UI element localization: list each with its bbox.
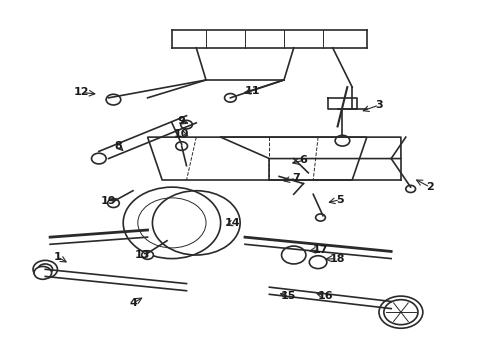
Text: 4: 4 [129, 298, 137, 308]
Circle shape [108, 199, 119, 207]
Circle shape [335, 135, 350, 146]
Text: 16: 16 [318, 291, 333, 301]
Text: 2: 2 [426, 182, 434, 192]
Circle shape [106, 94, 121, 105]
Circle shape [142, 251, 153, 259]
Text: 13: 13 [135, 250, 150, 260]
Text: 1: 1 [53, 252, 61, 262]
Circle shape [309, 256, 327, 269]
Text: 8: 8 [115, 141, 122, 151]
Circle shape [379, 296, 423, 328]
Text: 5: 5 [336, 195, 344, 204]
Circle shape [34, 266, 51, 279]
Text: 3: 3 [375, 100, 383, 110]
Circle shape [224, 94, 236, 102]
Text: 12: 12 [74, 87, 90, 98]
Text: 18: 18 [330, 253, 345, 264]
Text: 7: 7 [292, 173, 300, 183]
Text: 14: 14 [225, 218, 241, 228]
Text: 17: 17 [313, 245, 328, 255]
Circle shape [92, 153, 106, 164]
Text: 15: 15 [281, 291, 296, 301]
Circle shape [282, 246, 306, 264]
Text: 19: 19 [101, 197, 117, 206]
Text: 9: 9 [178, 116, 186, 126]
Text: 10: 10 [174, 129, 189, 139]
Text: 11: 11 [245, 86, 260, 96]
Circle shape [33, 260, 57, 278]
Text: 6: 6 [299, 156, 307, 165]
